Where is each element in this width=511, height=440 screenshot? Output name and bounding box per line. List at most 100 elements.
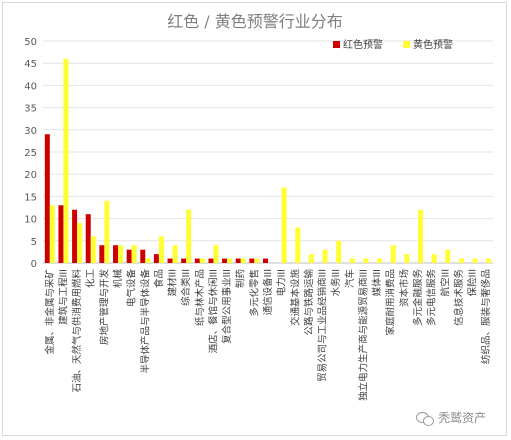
bar-yellow-8 (158, 236, 164, 263)
x-tick-label: 电气设备 (126, 269, 138, 308)
legend-swatch-0 (333, 41, 340, 48)
x-tick-label: 公路与铁路运输 (303, 269, 315, 336)
x-tick-label: 航空III (439, 269, 451, 296)
x-tick-label: 媒体III (371, 269, 383, 296)
watermark-text: 秃鹫资产 (437, 411, 486, 425)
warning-industry-bar-chart: 红色 / 黄色预警行业分布 0 5 10 15 20 25 30 35 40 45 50 金属、非金… (24, 12, 493, 401)
x-tick-label: 纺织品、服装与奢侈品 (480, 269, 492, 364)
x-tick-label: 贸易公司与工业品经销商III (317, 269, 329, 382)
bar-yellow-4 (104, 200, 110, 263)
bar-yellow-9 (172, 245, 178, 263)
x-tick-label: 建筑与工程III (57, 269, 69, 325)
bar-red-10 (181, 258, 187, 263)
bar-red-14 (235, 258, 241, 263)
y-tick-label: 5 (31, 237, 37, 248)
x-tick-label: 石油、天然气与供消费用燃料 (71, 269, 83, 393)
x-tick-label: 半导体产品与半导体设备 (139, 269, 151, 374)
x-tick-label: 金属、非金属与采矿 (44, 269, 56, 355)
x-tick-label: 建材III (167, 269, 179, 296)
x-tick-label: 制药 (235, 269, 247, 288)
bar-red-1 (58, 205, 64, 263)
bar-red-6 (126, 249, 132, 263)
x-tick-label: 食品 (153, 269, 165, 288)
bar-yellow-7 (145, 258, 151, 263)
x-tick-label: 多元电信服务 (426, 269, 438, 327)
x-tick-label: 家庭耐用消费品 (385, 269, 397, 336)
y-tick-label: 30 (24, 126, 37, 137)
legend-label-1: 黄色预警 (413, 38, 453, 51)
x-tick-label: 多元化零售 (248, 269, 260, 317)
bar-series (44, 58, 492, 264)
bar-red-15 (249, 258, 255, 263)
legend: 红色预警 黄色预警 (333, 38, 453, 51)
grid-lines (43, 40, 493, 264)
bar-yellow-10 (186, 209, 192, 263)
bar-red-2 (72, 209, 78, 263)
x-tick-label: 资本市场 (398, 269, 410, 307)
x-axis: 金属、非金属与采矿 建筑与工程III 石油、天然气与供消费用燃料 化工 房地产管理与开发… (44, 269, 492, 401)
x-tick-label: 通信设备III (262, 269, 274, 315)
bar-yellow-29 (445, 249, 451, 263)
bar-yellow-6 (131, 245, 137, 263)
x-tick-label: 酒店、餐馆与休闲III (207, 269, 219, 353)
x-tick-label: 纸与林木产品 (194, 269, 206, 326)
bar-red-4 (99, 245, 105, 263)
bar-yellow-17 (281, 187, 287, 263)
bar-yellow-19 (308, 254, 314, 263)
bar-yellow-31 (472, 258, 478, 263)
x-tick-label: 机械 (112, 269, 124, 289)
x-tick-label: 信息技术服务 (453, 269, 465, 327)
legend-swatch-1 (403, 41, 410, 48)
x-tick-label: 汽车 (344, 269, 356, 288)
bar-yellow-23 (363, 258, 369, 263)
y-tick-label: 15 (24, 192, 37, 203)
y-tick-label: 45 (24, 59, 37, 70)
bar-yellow-22 (349, 258, 355, 263)
bar-yellow-11 (199, 258, 205, 263)
wechat-icon (415, 411, 434, 426)
x-tick-label: 电力III (276, 269, 288, 296)
bar-yellow-14 (240, 258, 246, 263)
x-tick-label: 综合类III (180, 269, 192, 306)
bar-red-11 (194, 258, 200, 263)
bar-yellow-1 (63, 58, 69, 264)
y-tick-label: 20 (24, 170, 37, 181)
bar-red-0 (44, 134, 50, 263)
bar-yellow-2 (77, 223, 83, 263)
bar-yellow-21 (336, 240, 342, 263)
bar-yellow-15 (254, 258, 260, 263)
bar-yellow-24 (377, 258, 383, 263)
chart-title: 红色 / 黄色预警行业分布 (167, 12, 343, 31)
x-tick-label: 独立电力生产商与能源贸易商III (357, 269, 369, 401)
y-tick-label: 40 (24, 81, 37, 92)
bar-red-12 (208, 258, 214, 263)
bar-red-5 (113, 245, 118, 263)
bar-yellow-20 (322, 249, 328, 263)
bar-yellow-25 (390, 245, 396, 263)
bar-red-3 (85, 214, 91, 263)
bar-red-7 (140, 249, 146, 263)
x-tick-label: 化工 (85, 269, 97, 289)
x-tick-label: 交通基本设施 (289, 269, 301, 327)
bar-yellow-30 (458, 258, 464, 263)
y-tick-label: 0 (31, 259, 37, 270)
y-axis: 0 5 10 15 20 25 30 35 40 45 50 (24, 37, 37, 270)
y-tick-label: 35 (24, 104, 37, 115)
bar-yellow-12 (213, 245, 219, 263)
y-tick-label: 25 (24, 148, 37, 159)
x-tick-label: 房地产管理与开发 (98, 269, 110, 346)
y-tick-label: 10 (24, 215, 37, 226)
bar-red-8 (153, 254, 159, 263)
bar-red-16 (263, 258, 268, 263)
x-tick-label: 水务III (330, 269, 342, 296)
bar-yellow-27 (418, 209, 423, 263)
bar-yellow-28 (431, 254, 437, 263)
legend-label-0: 红色预警 (343, 38, 383, 51)
bar-yellow-26 (404, 254, 410, 263)
bar-yellow-3 (90, 236, 96, 263)
x-tick-label: 多元金融服务 (412, 269, 424, 327)
x-tick-label: 复合型公用事业III (221, 269, 233, 344)
watermark: 秃鹫资产 (415, 409, 486, 426)
bar-yellow-13 (227, 258, 233, 263)
chart-frame: 红色 / 黄色预警行业分布 0 5 10 15 20 25 30 35 40 45 50 金属、非金… (2, 2, 507, 436)
